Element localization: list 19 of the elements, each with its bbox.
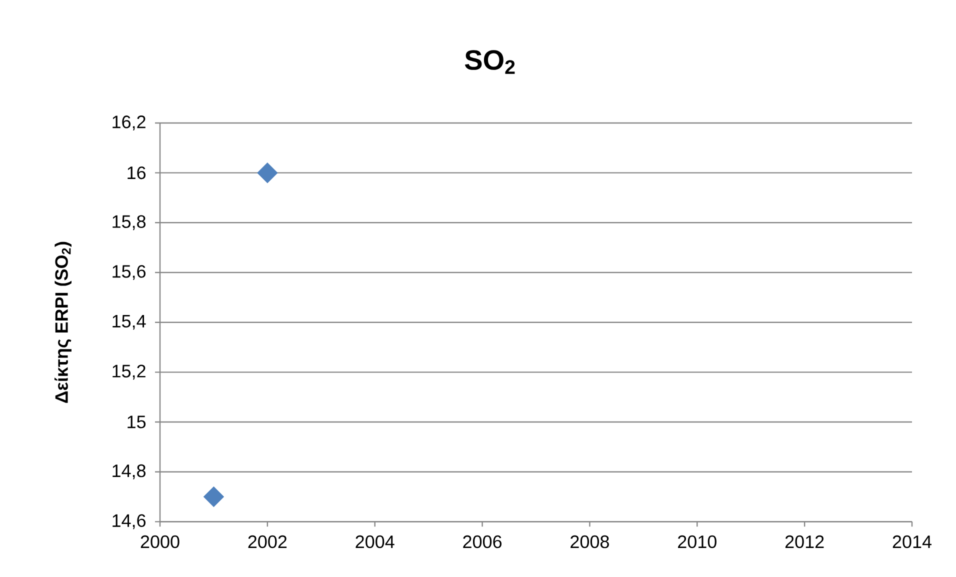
y-axis-title: Δείκτης ERPI (SO$_{2}$)	[54, 242, 72, 403]
x-tick-label: 2006	[463, 535, 502, 548]
y-tick-label: 15	[128, 416, 146, 428]
y-tick-label: 16,2	[112, 116, 146, 130]
chart-title: SO$_{2}$	[464, 50, 515, 74]
x-tick-label: 2010	[678, 535, 716, 548]
x-tick-label: 2004	[356, 535, 394, 548]
y-tick-label: 15,2	[112, 364, 146, 380]
y-tick-label: 14,6	[112, 514, 146, 530]
y-tick-label: 16	[128, 166, 146, 180]
x-tick-label: 2014	[892, 535, 932, 548]
x-tick-label: 2012	[785, 535, 824, 548]
y-tick-label: 15,4	[112, 314, 146, 330]
y-tick-label: 14,8	[112, 464, 146, 480]
x-tick-label: 2002	[248, 535, 287, 548]
x-tick-label: 2000	[140, 535, 180, 548]
y-tick-label: 15,8	[112, 215, 146, 230]
y-tick-label: 15,6	[112, 265, 146, 280]
x-tick-label: 2008	[570, 535, 609, 548]
